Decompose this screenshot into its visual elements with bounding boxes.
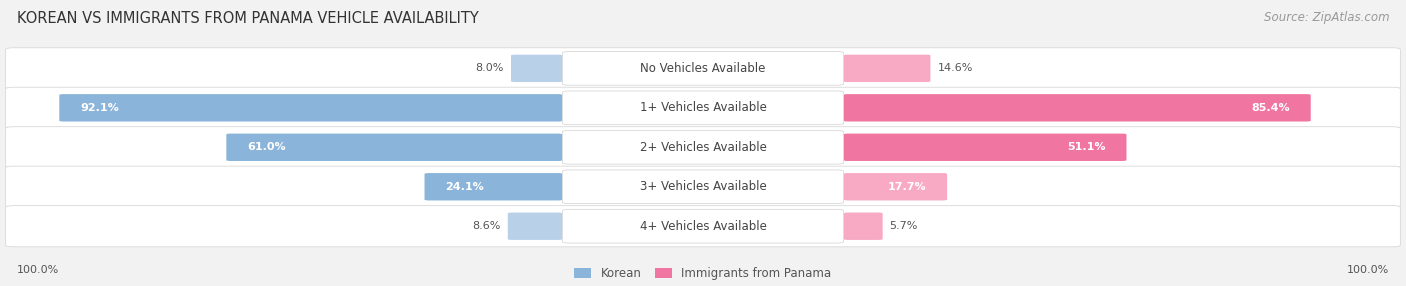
FancyBboxPatch shape — [6, 48, 1400, 89]
FancyBboxPatch shape — [562, 170, 844, 204]
FancyBboxPatch shape — [844, 212, 883, 240]
Text: 92.1%: 92.1% — [80, 103, 120, 113]
Legend: Korean, Immigrants from Panama: Korean, Immigrants from Panama — [575, 267, 831, 280]
Text: 8.6%: 8.6% — [472, 221, 501, 231]
FancyBboxPatch shape — [59, 94, 562, 122]
FancyBboxPatch shape — [844, 134, 1126, 161]
Text: 8.0%: 8.0% — [475, 63, 503, 73]
FancyBboxPatch shape — [844, 94, 1310, 122]
Text: 100.0%: 100.0% — [1347, 265, 1389, 275]
Text: 3+ Vehicles Available: 3+ Vehicles Available — [640, 180, 766, 193]
FancyBboxPatch shape — [6, 87, 1400, 128]
FancyBboxPatch shape — [508, 212, 562, 240]
Text: No Vehicles Available: No Vehicles Available — [640, 62, 766, 75]
FancyBboxPatch shape — [6, 206, 1400, 247]
FancyBboxPatch shape — [6, 166, 1400, 207]
FancyBboxPatch shape — [562, 209, 844, 243]
Text: 24.1%: 24.1% — [446, 182, 484, 192]
Text: 17.7%: 17.7% — [887, 182, 927, 192]
FancyBboxPatch shape — [510, 55, 562, 82]
FancyBboxPatch shape — [562, 91, 844, 125]
FancyBboxPatch shape — [425, 173, 562, 200]
Text: 85.4%: 85.4% — [1251, 103, 1289, 113]
Text: 5.7%: 5.7% — [890, 221, 918, 231]
FancyBboxPatch shape — [844, 55, 931, 82]
FancyBboxPatch shape — [226, 134, 562, 161]
Text: 100.0%: 100.0% — [17, 265, 59, 275]
Text: KOREAN VS IMMIGRANTS FROM PANAMA VEHICLE AVAILABILITY: KOREAN VS IMMIGRANTS FROM PANAMA VEHICLE… — [17, 11, 478, 26]
FancyBboxPatch shape — [562, 130, 844, 164]
Text: 61.0%: 61.0% — [247, 142, 285, 152]
Text: Source: ZipAtlas.com: Source: ZipAtlas.com — [1264, 11, 1389, 24]
Text: 51.1%: 51.1% — [1067, 142, 1105, 152]
FancyBboxPatch shape — [6, 127, 1400, 168]
FancyBboxPatch shape — [562, 51, 844, 85]
Text: 14.6%: 14.6% — [938, 63, 973, 73]
Text: 4+ Vehicles Available: 4+ Vehicles Available — [640, 220, 766, 233]
Text: 1+ Vehicles Available: 1+ Vehicles Available — [640, 101, 766, 114]
Text: 2+ Vehicles Available: 2+ Vehicles Available — [640, 141, 766, 154]
FancyBboxPatch shape — [844, 173, 948, 200]
